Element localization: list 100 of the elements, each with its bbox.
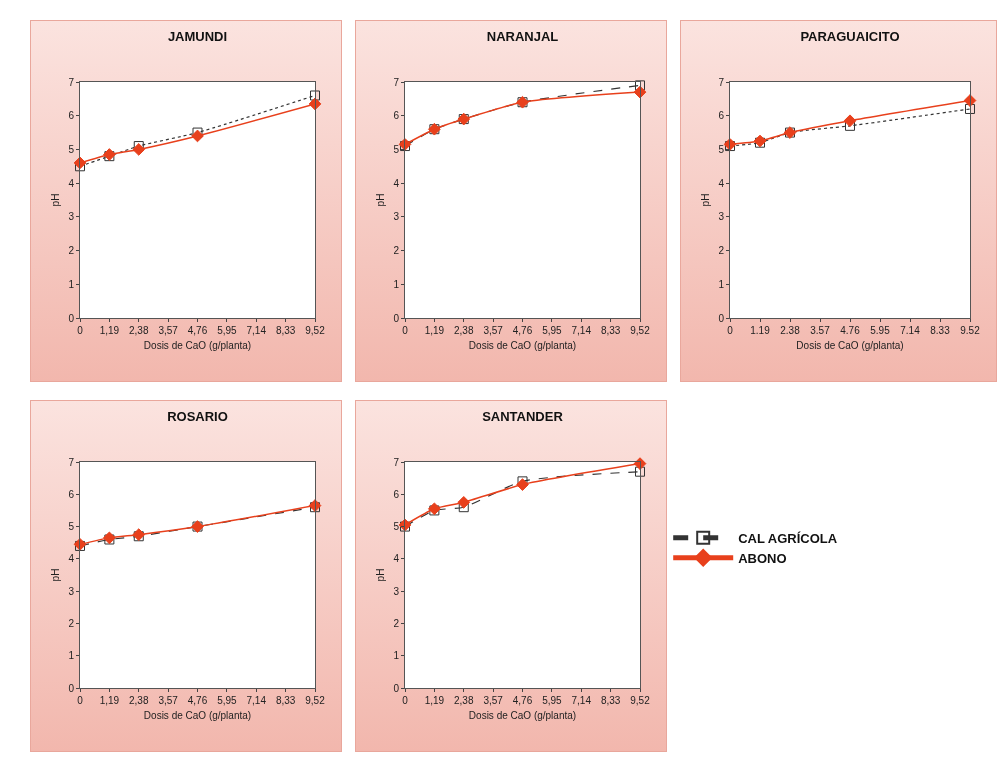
y-tick-label: 5: [68, 143, 75, 155]
x-tick-label: 9,52: [305, 325, 326, 336]
x-tick-label: 3,57: [483, 695, 504, 706]
x-axis-title: Dosis de CaO (g/planta): [468, 339, 577, 351]
y-tick-label: 2: [68, 245, 75, 257]
point: [633, 457, 647, 470]
x-tick-label: 8,33: [275, 325, 296, 336]
x-tick-label: 2,38: [129, 325, 149, 336]
x-tick-label: 4.76: [840, 325, 861, 336]
y-tick-label: 3: [393, 585, 400, 597]
x-tick-label: 7.14: [900, 325, 921, 336]
y-tick-label: 6: [393, 488, 400, 500]
x-axis-title: Dosis de CaO (g/planta): [468, 709, 577, 721]
y-tick-label: 0: [718, 312, 725, 324]
x-tick-label: 9,52: [630, 695, 651, 706]
x-tick-label: 4,76: [187, 695, 208, 706]
y-tick-label: 3: [393, 211, 400, 223]
x-tick-label: 1.19: [750, 325, 771, 336]
x-tick-label: 2,38: [454, 325, 474, 336]
y-tick-label: 4: [68, 177, 75, 189]
x-tick-label: 7,14: [571, 325, 592, 336]
point: [843, 114, 857, 128]
y-tick-label: 1: [68, 650, 75, 662]
y-tick-label: 7: [393, 76, 400, 88]
y-axis-title: pH: [50, 568, 62, 582]
y-tick-label: 1: [68, 278, 75, 290]
y-tick-label: 1: [718, 278, 725, 290]
point: [635, 80, 645, 91]
x-tick-label: 3.57: [810, 325, 831, 336]
y-tick-label: 6: [393, 110, 400, 122]
x-tick-label: 2.38: [780, 325, 801, 336]
y-tick-label: 6: [68, 110, 75, 122]
x-tick-label: 8,33: [600, 695, 621, 706]
x-tick-label: 1,19: [99, 325, 120, 336]
point: [963, 94, 977, 107]
x-tick-label: 4,76: [512, 695, 533, 706]
point: [310, 90, 320, 101]
y-tick-label: 0: [393, 312, 400, 324]
y-tick-label: 6: [68, 488, 75, 500]
chart-title: PARAGUAICITO: [800, 29, 900, 45]
x-axis-title: Dosis de CaO (g/planta): [143, 709, 252, 721]
x-axis-title: Dosis de CaO (g/planta): [143, 339, 252, 351]
x-tick-label: 5,95: [542, 325, 563, 336]
x-tick-label: 5,95: [542, 695, 563, 706]
y-tick-label: 5: [393, 521, 400, 533]
chart-title: SANTANDER: [482, 409, 564, 425]
x-tick-label: 3,57: [483, 325, 504, 336]
x-tick-label: 7,14: [571, 695, 592, 706]
y-tick-label: 4: [393, 553, 400, 565]
y-tick-label: 3: [68, 211, 75, 223]
y-tick-label: 6: [718, 110, 725, 122]
x-tick-label: 3,57: [158, 325, 179, 336]
x-tick-label: 4,76: [512, 325, 533, 336]
chart-title: JAMUNDI: [167, 29, 228, 45]
x-tick-label: 9.52: [960, 325, 981, 336]
legend-label: CAL AGRÍCOLA: [738, 530, 838, 546]
y-tick-label: 1: [393, 650, 400, 662]
x-tick-label: 2,38: [454, 695, 474, 706]
x-tick-label: 1,19: [424, 325, 445, 336]
y-axis-title: pH: [375, 193, 387, 207]
y-tick-label: 0: [393, 682, 400, 694]
y-tick-label: 5: [393, 143, 400, 155]
y-tick-label: 4: [393, 177, 400, 189]
y-axis-title: pH: [375, 568, 387, 582]
x-tick-label: 5.95: [870, 325, 891, 336]
y-axis-title: pH: [700, 193, 712, 207]
x-tick-label: 5,95: [217, 695, 238, 706]
x-tick-label: 0: [402, 325, 409, 336]
point: [845, 120, 855, 131]
x-tick-label: 7,14: [246, 695, 267, 706]
chart-title: ROSARIO: [167, 409, 228, 425]
x-tick-label: 0: [77, 325, 84, 336]
x-tick-label: 0: [727, 325, 734, 336]
x-tick-label: 0: [402, 695, 409, 706]
x-tick-label: 8,33: [600, 325, 621, 336]
x-tick-label: 0: [77, 695, 84, 706]
x-tick-label: 4,76: [187, 325, 208, 336]
x-tick-label: 8.33: [930, 325, 951, 336]
y-tick-label: 5: [718, 143, 725, 155]
y-tick-label: 3: [68, 585, 75, 597]
x-tick-label: 8,33: [275, 695, 296, 706]
x-tick-label: 1,19: [99, 695, 120, 706]
point: [457, 496, 471, 509]
legend-label: ABONO: [738, 550, 787, 566]
x-tick-label: 3,57: [158, 695, 179, 706]
y-tick-label: 4: [68, 553, 75, 565]
y-tick-label: 7: [68, 456, 75, 468]
y-tick-label: 7: [718, 76, 725, 88]
y-tick-label: 2: [718, 245, 725, 257]
y-tick-label: 1: [393, 278, 400, 290]
point: [516, 478, 529, 491]
point: [132, 143, 146, 156]
point: [635, 466, 645, 477]
y-tick-label: 7: [68, 76, 75, 88]
x-tick-label: 5,95: [217, 325, 238, 336]
y-tick-label: 2: [393, 617, 400, 629]
y-tick-label: 0: [68, 682, 75, 694]
x-tick-label: 1,19: [424, 695, 445, 706]
y-tick-label: 2: [393, 245, 400, 257]
x-tick-label: 2,38: [129, 695, 149, 706]
